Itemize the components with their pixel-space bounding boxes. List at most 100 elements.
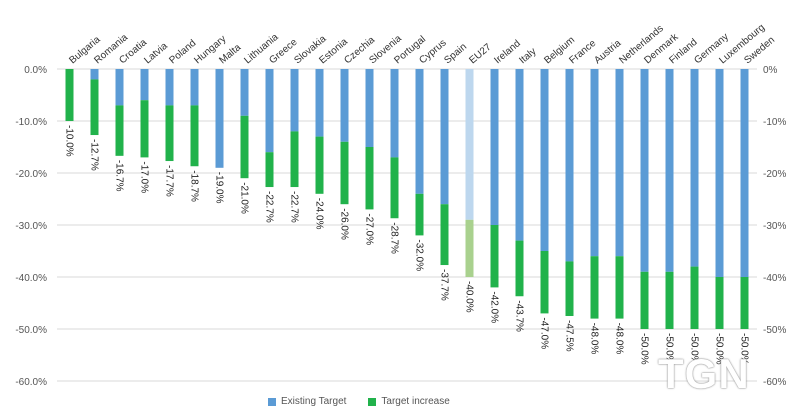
- bar-target-increase: [415, 193, 424, 236]
- bar-existing-target: [265, 69, 274, 153]
- bar-total-label: -42.0%: [489, 291, 500, 323]
- bar-total-label: -32.0%: [414, 239, 425, 271]
- y-tick-label-right: -20%: [763, 169, 786, 180]
- bar-total-label: -16.7%: [114, 160, 125, 192]
- bar-target-increase: [190, 105, 199, 167]
- category-label: Austria: [592, 38, 623, 67]
- bar-existing-target: [190, 69, 199, 106]
- bar-existing-target: [115, 69, 124, 106]
- category-label: Poland: [167, 38, 198, 66]
- bar-existing-target: [90, 69, 99, 80]
- y-tick-label-right: -40%: [763, 273, 786, 284]
- y-tick-label-right: -60%: [763, 377, 786, 388]
- bar-existing-target: [440, 69, 449, 205]
- bar-target-increase: [65, 69, 74, 121]
- bar-total-label: -50.0%: [689, 333, 700, 365]
- y-tick-label-left: 0.0%: [24, 65, 47, 76]
- bar-existing-target: [590, 69, 599, 257]
- bar-existing-target: [665, 69, 674, 272]
- bar-existing-target: [540, 69, 549, 251]
- legend-swatch-target-increase: [368, 397, 377, 406]
- bar-target-increase: [115, 105, 124, 156]
- bar-existing-target: [690, 69, 699, 267]
- bar-total-label: -47.0%: [539, 317, 550, 349]
- bar-target-increase: [690, 266, 699, 329]
- bar-total-label: -17.0%: [139, 161, 150, 193]
- y-tick-label-left: -20.0%: [15, 169, 47, 180]
- chart-legend: Existing Target Target increase: [268, 396, 450, 407]
- bar-existing-target: [490, 69, 499, 225]
- bar-existing-target: [615, 69, 624, 257]
- y-tick-label-left: -30.0%: [15, 221, 47, 232]
- bar-target-increase: [715, 277, 724, 329]
- legend-label-existing-target: Existing Target: [281, 396, 347, 407]
- bar-total-label: -43.7%: [514, 300, 525, 332]
- legend-item-existing-target: Existing Target: [268, 396, 346, 407]
- category-label: EU27: [467, 42, 494, 67]
- bar-target-increase: [565, 261, 574, 316]
- y-tick-label-right: -10%: [763, 117, 786, 128]
- bar-total-label: -40.0%: [464, 281, 475, 313]
- bar-total-label: -48.0%: [614, 323, 625, 355]
- legend-label-target-increase: Target increase: [381, 396, 450, 407]
- bar-existing-target: [365, 69, 374, 147]
- y-tick-label-right: -50%: [763, 325, 786, 336]
- bar-total-label: -48.0%: [589, 323, 600, 355]
- bar-target-increase: [90, 79, 99, 136]
- bar-target-increase: [490, 225, 499, 288]
- bar-total-label: -22.7%: [289, 191, 300, 223]
- bar-total-label: -28.7%: [389, 222, 400, 254]
- bar-target-increase: [540, 251, 549, 314]
- stacked-bar-chart: 0.0% 0% -10.0% -10% -20.0% -20% -30.0% -30% -40.…: [15, 22, 786, 388]
- bar-existing-target: [565, 69, 574, 262]
- bar-target-increase: [615, 256, 624, 319]
- bar-target-increase: [265, 152, 274, 188]
- category-label: Italy: [517, 46, 538, 66]
- bar-target-increase: [240, 115, 249, 179]
- bar-target-increase: [440, 204, 449, 266]
- bar-total-label: -47.5%: [564, 320, 575, 352]
- bar-existing-target: [390, 69, 399, 158]
- y-tick-label-left: -40.0%: [15, 273, 47, 284]
- bar-existing-target: [415, 69, 424, 194]
- bar-target-increase: [165, 105, 174, 162]
- bar-existing-target: [715, 69, 724, 277]
- bar-total-label: -50.0%: [739, 333, 750, 365]
- legend-swatch-existing-target: [268, 397, 276, 406]
- bar-target-increase: [640, 271, 649, 329]
- bar-existing-target: [140, 69, 149, 101]
- bar-target-increase: [740, 277, 749, 329]
- bar-total-label: -19.0%: [214, 172, 225, 204]
- bar-target-increase: [465, 219, 474, 277]
- y-tick-label-left: -60.0%: [15, 377, 47, 388]
- bar-total-label: -22.7%: [264, 191, 275, 223]
- bar-target-increase: [340, 141, 349, 205]
- y-tick-label-left: -50.0%: [15, 325, 47, 336]
- bar-total-label: -50.0%: [639, 333, 650, 365]
- category-label: Ireland: [492, 38, 522, 66]
- bar-existing-target: [240, 69, 249, 116]
- bar-existing-target: [740, 69, 749, 277]
- bar-existing-target: [315, 69, 324, 137]
- legend-item-target-increase: Target increase: [368, 396, 450, 407]
- bar-target-increase: [140, 100, 149, 158]
- bar-existing-target: [290, 69, 299, 132]
- bar-existing-target: [215, 69, 224, 168]
- bar-existing-target: [515, 69, 524, 241]
- bar-total-label: -12.7%: [89, 139, 100, 171]
- bar-total-label: -27.0%: [364, 213, 375, 245]
- bar-existing-target: [640, 69, 649, 272]
- bar-target-increase: [365, 147, 374, 210]
- bar-total-label: -50.0%: [714, 333, 725, 365]
- bar-total-label: -50.0%: [664, 333, 675, 365]
- y-tick-label-right: -30%: [763, 221, 786, 232]
- bar-target-increase: [290, 131, 299, 188]
- bar-target-increase: [590, 256, 599, 319]
- bar-existing-target: [165, 69, 174, 106]
- bar-total-label: -26.0%: [339, 208, 350, 240]
- bar-existing-target: [340, 69, 349, 142]
- bar-target-increase: [515, 240, 524, 297]
- bar-target-increase: [390, 157, 399, 219]
- watermark-logo: TGN: [658, 350, 750, 397]
- bar-total-label: -21.0%: [239, 182, 250, 214]
